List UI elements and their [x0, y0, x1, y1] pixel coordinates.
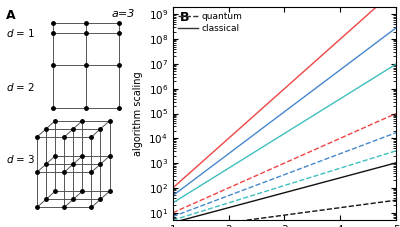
Legend: quantum, classical: quantum, classical [175, 9, 246, 37]
Text: A: A [6, 9, 15, 22]
Text: B: B [180, 11, 189, 24]
Text: $d$ = 1: $d$ = 1 [6, 27, 35, 39]
Text: a=3: a=3 [111, 9, 134, 19]
Text: $d$ = 2: $d$ = 2 [6, 81, 35, 93]
Y-axis label: algorithm scaling: algorithm scaling [133, 71, 143, 156]
Text: $d$ = 3: $d$ = 3 [6, 153, 35, 165]
